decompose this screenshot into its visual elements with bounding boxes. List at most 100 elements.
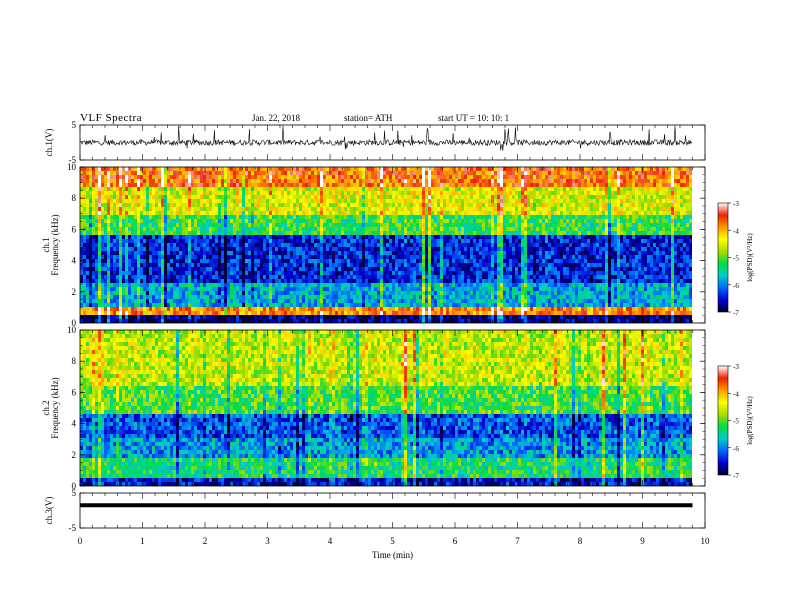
- ch1-spectrogram-cell: [434, 255, 438, 260]
- ch1-spectrogram-cell: [272, 191, 276, 196]
- ch1-spectrogram-cell: [407, 203, 411, 208]
- ch1-spectrogram-cell: [281, 239, 285, 244]
- ch1-spectrogram-cell: [197, 175, 201, 180]
- ch1-spectrogram-cell: [290, 199, 294, 204]
- ch1-spectrogram-cell: [155, 223, 159, 228]
- ch1-spectrogram-cell: [185, 275, 189, 280]
- ch1-spectrogram-cell: [434, 207, 438, 212]
- ch1-spectrogram-cell: [329, 215, 333, 220]
- ch1-spectrogram-cell: [251, 255, 255, 260]
- ch1-spectrogram-cell: [179, 299, 183, 304]
- ch1-spectrogram-cell: [266, 235, 270, 240]
- ch1-spectrogram-cell: [398, 319, 402, 323]
- ch1-spectrogram-cell: [332, 227, 336, 232]
- ch1-spectrogram-cell: [422, 223, 426, 228]
- ch1-spectrogram-cell: [161, 259, 165, 264]
- ch1-spectrogram-cell: [458, 307, 462, 312]
- ch1-spectrogram-cell: [197, 303, 201, 308]
- ch1-spectrogram-cell: [353, 303, 357, 308]
- ch1-spectrogram-cell: [200, 255, 204, 260]
- ch1-spectrogram-cell: [374, 283, 378, 288]
- ch1-spectrogram-cell: [80, 207, 84, 212]
- ch1-spectrogram-cell: [164, 279, 168, 284]
- ch1-spectrogram-cell: [200, 303, 204, 308]
- ch1-spectrogram-cell: [401, 203, 405, 208]
- ch1-spectrogram-cell: [209, 291, 213, 296]
- ch1-spectrogram-cell: [173, 259, 177, 264]
- ch1-spectrogram-cell: [155, 299, 159, 304]
- ch1-spectrogram-cell: [431, 243, 435, 248]
- ch1-spectrogram-cell: [440, 263, 444, 268]
- ch1-spectrogram-cell: [95, 215, 99, 220]
- ch1-spectrogram-cell: [395, 259, 399, 264]
- ch1-spectrogram-cell: [188, 295, 192, 300]
- ch1-spectrogram-cell: [311, 315, 315, 320]
- ch1-spectrogram-cell: [416, 219, 420, 224]
- ch1-spectrogram-cell: [404, 259, 408, 264]
- ch1-spectrogram-cell: [356, 243, 360, 248]
- ch1-spectrogram-cell: [89, 191, 93, 196]
- ch1-spectrogram-cell: [323, 235, 327, 240]
- ch1-spectrogram-cell: [311, 243, 315, 248]
- ch1-spectrogram-cell: [188, 239, 192, 244]
- ch1-spectrogram-cell: [314, 315, 318, 320]
- ch1-spectrogram-cell: [125, 191, 129, 196]
- ch1-spectrogram-cell: [251, 195, 255, 200]
- ch1-spectrogram-cell: [245, 227, 249, 232]
- ch1-spectrogram-cell: [323, 227, 327, 232]
- ch1-spectrogram-cell: [221, 171, 225, 176]
- ch1-spectrogram-cell: [80, 311, 84, 316]
- ch1-spectrogram-cell: [164, 187, 168, 192]
- ch1-spectrogram-cell: [152, 291, 156, 296]
- ch1-spectrogram-cell: [413, 259, 417, 264]
- ch1-spectrogram-cell: [128, 303, 132, 308]
- ch1-spectrogram-cell: [203, 199, 207, 204]
- ch1-spectrogram-cell: [347, 211, 351, 216]
- ch1-spectrogram-cell: [179, 175, 183, 180]
- ch1-spectrogram-cell: [407, 255, 411, 260]
- ch1-spectrogram-cell: [191, 187, 195, 192]
- ch1-spectrogram-cell: [251, 243, 255, 248]
- ch1-spectrogram-cell: [350, 291, 354, 296]
- ch1-spectrogram-cell: [431, 263, 435, 268]
- ch1-spectrogram-cell: [347, 263, 351, 268]
- ch1-spectrogram-cell: [218, 227, 222, 232]
- ch1-spectrogram-cell: [338, 247, 342, 252]
- ch1-spectrogram-cell: [155, 167, 159, 172]
- ch1-spectrogram-cell: [185, 263, 189, 268]
- ch1-spectrogram-cell: [86, 263, 90, 268]
- ch1-spectrogram-cell: [425, 203, 429, 208]
- ch1-spectrogram-cell: [356, 239, 360, 244]
- ch1-spectrogram-cell: [242, 187, 246, 192]
- ch1-spectrogram-cell: [173, 207, 177, 212]
- date-label: Jan. 22, 2018: [252, 113, 300, 123]
- ch1-spectrogram-cell: [395, 311, 399, 316]
- ch1-spectrogram-cell: [254, 259, 258, 264]
- ch1-spectrogram-cell: [209, 215, 213, 220]
- ch1-spectrogram-cell: [161, 319, 165, 323]
- ch1-spectrogram-cell: [386, 267, 390, 272]
- ch1-spectrogram-cell: [248, 319, 252, 323]
- ch1-spectrogram-cell: [194, 299, 198, 304]
- ch1-spectrogram-cell: [359, 211, 363, 216]
- ch1-spectrogram-cell: [359, 239, 363, 244]
- ch1-spectrogram-cell: [386, 287, 390, 292]
- ch1-spectrogram-cell: [137, 239, 141, 244]
- ch1-spectrogram-cell: [95, 167, 99, 172]
- ch1-spectrogram-cell: [455, 175, 459, 180]
- ch1-spectrogram-cell: [305, 211, 309, 216]
- ch1-spectrogram-cell: [152, 219, 156, 224]
- ch1-spectrogram-cell: [206, 227, 210, 232]
- ch1-spectrogram-cell: [206, 199, 210, 204]
- ch1-spectrogram-cell: [335, 195, 339, 200]
- ch1-spectrogram-cell: [134, 207, 138, 212]
- ch1-spectrogram-cell: [245, 231, 249, 236]
- ch1-spectrogram-cell: [80, 183, 84, 188]
- ch1-spectrogram-cell: [215, 219, 219, 224]
- ch1-spectrogram-cell: [263, 291, 267, 296]
- ch1-spectrogram-cell: [461, 275, 465, 280]
- ch1-spectrogram-cell: [293, 303, 297, 308]
- ch1-spectrogram-cell: [407, 235, 411, 240]
- ch1-spectrogram-cell: [215, 167, 219, 172]
- ch1-spectrogram-cell: [260, 243, 264, 248]
